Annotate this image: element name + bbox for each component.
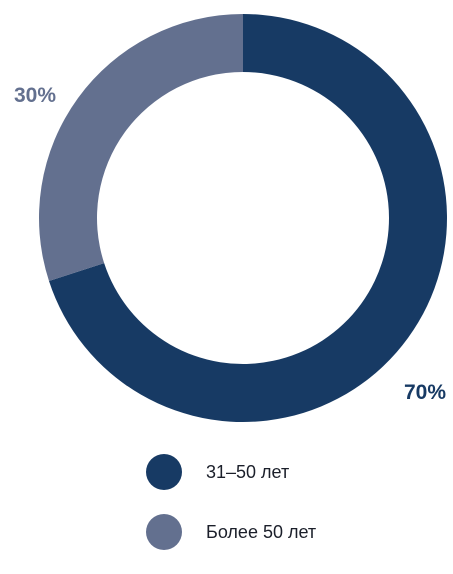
legend-label-over-50: Более 50 лет (206, 521, 317, 542)
data-label-over-50: 30% (14, 84, 56, 107)
legend-item-over-50: Более 50 лет (146, 514, 446, 550)
slice-31-50 (48, 14, 448, 422)
legend-swatch-31-50 (146, 454, 182, 490)
donut-chart-svg: 70% 30% (14, 14, 448, 422)
donut-chart: 70% 30% 31–50 лет Более 50 лет (14, 14, 448, 550)
donut-slices (38, 14, 448, 422)
legend-swatch-over-50 (146, 514, 182, 550)
donut-data-labels: 70% 30% (14, 84, 446, 404)
data-label-31-50: 70% (404, 381, 446, 404)
chart-legend: 31–50 лет Более 50 лет (146, 454, 446, 574)
legend-label-31-50: 31–50 лет (206, 461, 290, 482)
slice-over-50 (38, 14, 243, 282)
legend-item-31-50: 31–50 лет (146, 454, 446, 490)
